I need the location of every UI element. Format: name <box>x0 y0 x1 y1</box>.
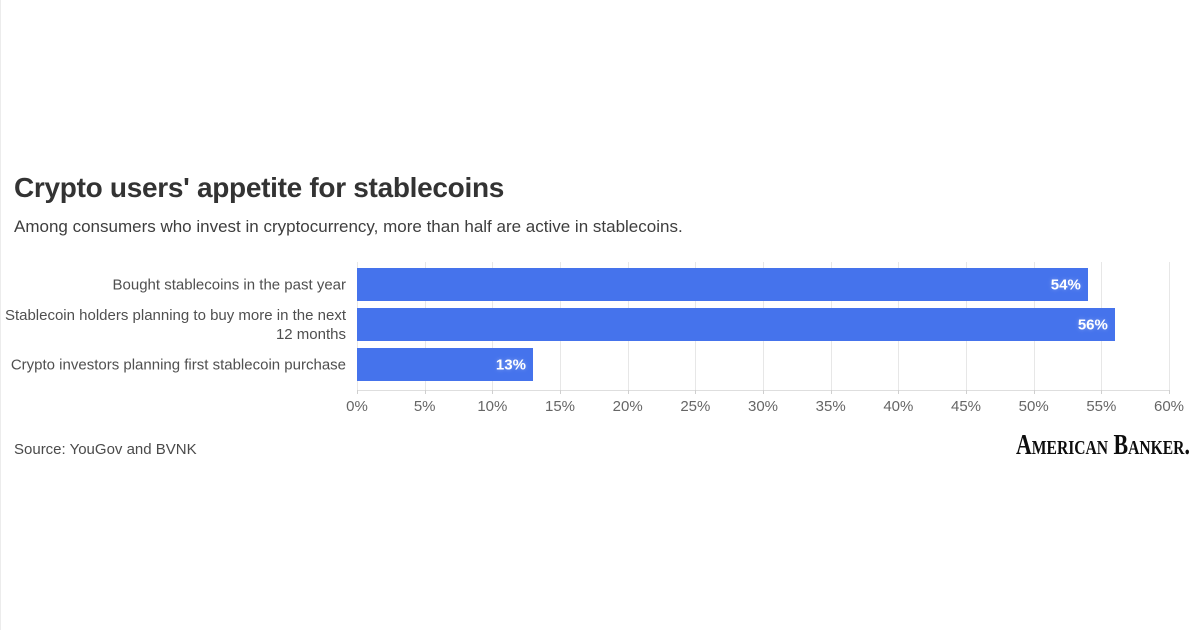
tick-mark-5 <box>424 390 426 394</box>
bar-value-label-0: 54% <box>1050 276 1081 293</box>
category-labels-column: Bought stablecoins in the past year Stabl… <box>1 262 346 390</box>
x-tick-label-20: 20% <box>612 398 643 415</box>
x-tick-label-0: 0% <box>346 398 368 415</box>
category-label-1: Stablecoin holders planning to buy more … <box>4 306 346 343</box>
x-tick-label-60: 60% <box>1153 398 1185 415</box>
bar-2: 13% <box>357 348 533 381</box>
tick-mark-30 <box>763 390 764 394</box>
x-tick-label-50: 50% <box>1018 398 1049 415</box>
bar-1: 56% <box>357 308 1115 341</box>
x-tick-label-35: 35% <box>815 398 846 415</box>
plot-area: 0% 5% 10% 15% 20% 25% 30% 35% 40% 45% 50% 55% 60% 54%… <box>346 262 1184 415</box>
tick-mark-60 <box>1169 390 1170 394</box>
x-tick-label-10: 10% <box>477 398 508 415</box>
tick-mark-45 <box>966 390 967 394</box>
x-tick-label-15: 15% <box>544 398 576 415</box>
x-tick-label-5: 5% <box>413 398 436 415</box>
tick-mark-50 <box>1033 390 1035 394</box>
x-tick-label-25: 25% <box>680 398 711 415</box>
source-note: Source: YouGov and BVNK <box>14 441 197 458</box>
x-tick-label-40: 40% <box>883 398 914 415</box>
tick-mark-20 <box>627 390 629 394</box>
x-tick-label-30: 30% <box>747 398 779 415</box>
tick-mark-15 <box>560 390 561 394</box>
american-banker-logo: American Banker. <box>1016 430 1190 461</box>
chart-title: Crypto users' appetite for stablecoins <box>14 172 505 203</box>
bar-chart: Bought stablecoins in the past year Stabl… <box>1 262 1200 422</box>
tick-mark-40 <box>898 390 900 394</box>
tick-mark-0 <box>357 390 358 394</box>
tick-mark-25 <box>695 390 697 394</box>
category-label-2: Crypto investors planning first stableco… <box>10 356 346 373</box>
x-tick-label-45: 45% <box>950 398 982 415</box>
bar-value-label-1: 56% <box>1077 316 1108 333</box>
tick-mark-10 <box>492 390 494 394</box>
x-tick-label-55: 55% <box>1086 398 1117 415</box>
tick-mark-55 <box>1101 390 1103 394</box>
category-label-0: Bought stablecoins in the past year <box>112 276 346 293</box>
bar-value-label-2: 13% <box>495 356 526 373</box>
gridline-60 <box>1169 262 1170 390</box>
tick-mark-35 <box>830 390 832 394</box>
bar-0: 54% <box>357 268 1088 301</box>
chart-subtitle: Among consumers who invest in cryptocurr… <box>14 217 683 236</box>
